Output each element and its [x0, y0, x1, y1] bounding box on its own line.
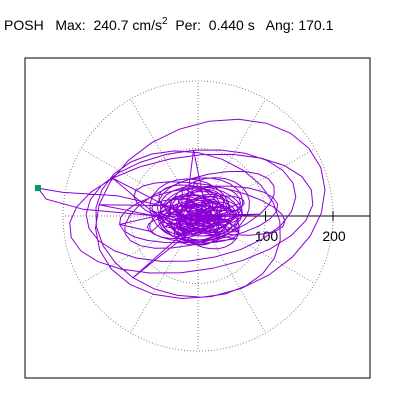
station-name: POSH [4, 17, 44, 33]
max-unit: cm/s [132, 17, 162, 33]
per-label: Per: [175, 17, 202, 33]
ang-value: 170.1 [298, 17, 334, 33]
x-tick-label-1: 200 [322, 228, 346, 244]
ang-label: Ang: [265, 17, 295, 33]
grid-spoke-1 [197, 148, 316, 217]
max-unit-exponent: 2 [161, 16, 168, 27]
max-label: Max: [55, 17, 86, 33]
plot-frame [24, 57, 371, 379]
max-value: 240.7 [93, 17, 129, 33]
max-point-marker [34, 185, 41, 192]
plot-header: POSH Max: 240.7 cm/s2 Per: 0.440 s Ang: … [4, 16, 334, 34]
particle-motion-trace [36, 118, 326, 300]
per-value: 0.440 s [208, 17, 255, 33]
